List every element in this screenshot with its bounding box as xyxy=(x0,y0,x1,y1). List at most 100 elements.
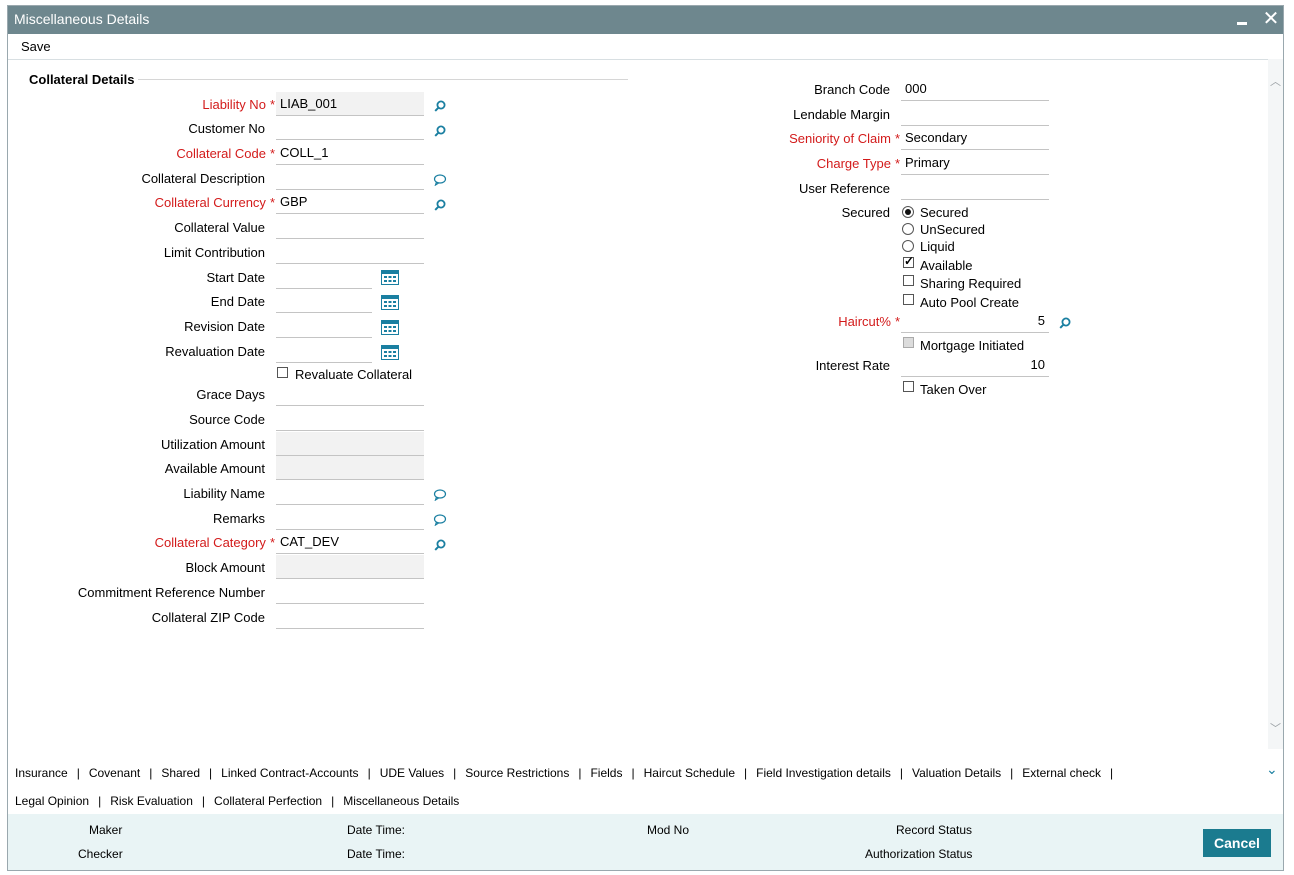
branch-code-field[interactable]: 000 xyxy=(901,77,1049,101)
collateral-category-lookup-icon[interactable] xyxy=(434,539,446,551)
grace-days-label: Grace Days xyxy=(196,387,265,402)
collateral-value-field[interactable] xyxy=(276,215,424,239)
source-code-field[interactable] xyxy=(276,407,424,431)
tab-separator: | xyxy=(578,766,582,780)
collateral-description-field[interactable] xyxy=(276,166,424,190)
tab-source-restrictions[interactable]: Source Restrictions xyxy=(465,766,570,780)
unsecured-radio[interactable] xyxy=(902,223,914,235)
haircut-field[interactable]: 5 xyxy=(901,309,1049,333)
customer-no-field[interactable] xyxy=(276,116,424,140)
tab-risk-evaluation[interactable]: Risk Evaluation xyxy=(110,794,193,808)
window-title: Miscellaneous Details xyxy=(14,11,150,27)
user-reference-label: User Reference xyxy=(798,181,890,196)
collateral-category-field[interactable]: CAT_DEV xyxy=(276,530,424,554)
start-date-field[interactable] xyxy=(276,265,372,289)
haircut-lookup-icon[interactable] xyxy=(1059,317,1071,329)
section-title: Collateral Details xyxy=(29,72,135,87)
secured-option-label: Secured xyxy=(920,205,969,220)
save-button[interactable]: Save xyxy=(21,39,51,54)
tab-separator: | xyxy=(209,766,213,780)
secured-label: Secured xyxy=(841,205,890,220)
taken-over-label: Taken Over xyxy=(920,382,987,397)
liability-name-bubble-icon[interactable] xyxy=(433,489,447,501)
charge-type-field[interactable]: Primary xyxy=(901,151,1049,175)
interest-rate-field[interactable]: 10 xyxy=(901,353,1049,377)
tab-linked-contract-accounts[interactable]: Linked Contract-Accounts xyxy=(221,766,359,780)
lendable-margin-field[interactable] xyxy=(901,102,1049,126)
end-date-field[interactable] xyxy=(276,289,372,313)
limit-contribution-field[interactable] xyxy=(276,240,424,264)
record-status-label: Record Status xyxy=(896,823,973,837)
tab-legal-opinion[interactable]: Legal Opinion xyxy=(15,794,90,808)
tab-valuation-details[interactable]: Valuation Details xyxy=(912,766,1002,780)
tab-separator: | xyxy=(201,794,206,808)
collateral-code-field[interactable]: COLL_1 xyxy=(276,141,424,165)
liquid-radio[interactable] xyxy=(902,240,914,252)
auto-pool-create-checkbox[interactable] xyxy=(903,294,914,305)
lendable-margin-label: Lendable Margin xyxy=(793,107,890,122)
sharing-required-label: Sharing Required xyxy=(920,276,1022,291)
available-checkbox[interactable] xyxy=(903,254,914,268)
close-icon[interactable]: ✕ xyxy=(1262,8,1280,30)
seniority-of-claim-field[interactable]: Secondary xyxy=(901,126,1049,150)
tab-collateral-perfection[interactable]: Collateral Perfection xyxy=(214,794,323,808)
tab-separator: | xyxy=(76,766,80,780)
tab-miscellaneous-details[interactable]: Miscellaneous Details xyxy=(343,794,460,808)
tab-separator: | xyxy=(631,766,635,780)
customer-no-lookup-icon[interactable] xyxy=(434,125,446,137)
start-date-calendar-icon[interactable] xyxy=(381,270,399,285)
liability-name-field[interactable] xyxy=(276,481,424,505)
secured-radio[interactable] xyxy=(902,206,914,218)
commitment-reference-number-label: Commitment Reference Number xyxy=(77,585,265,600)
collateral-description-bubble-icon[interactable] xyxy=(433,174,447,186)
liability-no-field[interactable]: LIAB_001 xyxy=(276,92,424,116)
minimize-icon[interactable] xyxy=(1234,12,1250,28)
mod-no-label: Mod No xyxy=(647,823,690,837)
taken-over-checkbox[interactable] xyxy=(903,381,914,392)
branch-code-label: Branch Code xyxy=(814,82,890,97)
cancel-button[interactable]: Cancel xyxy=(1203,829,1271,857)
tab-external-check[interactable]: External check xyxy=(1022,766,1101,780)
tab-row-1: Insurance | Covenant | Shared | Linked Contrac… xyxy=(15,766,1122,780)
tab-insurance[interactable]: Insurance xyxy=(15,766,68,780)
tab-field-investigation-details[interactable]: Field Investigation details xyxy=(756,766,891,780)
tab-haircut-schedule[interactable]: Haircut Schedule xyxy=(643,766,735,780)
tab-separator: | xyxy=(453,766,457,780)
liability-no-lookup-icon[interactable] xyxy=(434,100,446,112)
remarks-label: Remarks xyxy=(212,511,265,526)
charge-type-label: Charge Type * xyxy=(816,156,900,171)
revaluation-date-field[interactable] xyxy=(276,339,372,363)
menu-bar: Save xyxy=(8,34,1283,60)
tab-separator: | xyxy=(744,766,748,780)
tab-covenant[interactable]: Covenant xyxy=(88,766,141,780)
scroll-down-chevron-icon[interactable]: ﹀ xyxy=(1270,723,1281,735)
scroll-up-chevron-icon[interactable]: ︿ xyxy=(1270,76,1281,88)
commitment-reference-number-field[interactable] xyxy=(276,580,424,604)
vertical-scrollbar[interactable]: ︿ ﹀ xyxy=(1268,59,1283,749)
revaluate-collateral-label: Revaluate Collateral xyxy=(295,367,413,382)
block-amount-label: Block Amount xyxy=(185,560,266,575)
user-reference-field[interactable] xyxy=(901,176,1049,200)
revision-date-field[interactable] xyxy=(276,314,372,338)
tab-ude-values[interactable]: UDE Values xyxy=(379,766,445,780)
collateral-currency-field[interactable]: GBP xyxy=(276,190,424,214)
utilization-amount-field xyxy=(276,432,424,456)
tabs-expand-chevron-icon[interactable]: ⌄ xyxy=(1266,761,1278,777)
audit-footer: Maker Checker Date Time: Date Time: Mod … xyxy=(8,814,1283,870)
seniority-of-claim-label: Seniority of Claim * xyxy=(789,131,900,146)
remarks-bubble-icon[interactable] xyxy=(433,514,447,526)
tab-shared[interactable]: Shared xyxy=(161,766,201,780)
remarks-field[interactable] xyxy=(276,506,424,530)
collateral-zip-code-label: Collateral ZIP Code xyxy=(151,610,265,625)
miscellaneous-details-window: Miscellaneous Details ✕ Save Collateral … xyxy=(7,5,1284,871)
grace-days-field[interactable] xyxy=(276,382,424,406)
revision-date-label: Revision Date xyxy=(184,319,265,334)
revaluate-collateral-checkbox[interactable] xyxy=(277,367,288,378)
revision-date-calendar-icon[interactable] xyxy=(381,320,399,335)
tab-fields[interactable]: Fields xyxy=(590,766,623,780)
revaluation-date-calendar-icon[interactable] xyxy=(381,345,399,360)
end-date-calendar-icon[interactable] xyxy=(381,295,399,310)
collateral-currency-lookup-icon[interactable] xyxy=(434,199,446,211)
sharing-required-checkbox[interactable] xyxy=(903,275,914,286)
collateral-zip-code-field[interactable] xyxy=(276,605,424,629)
